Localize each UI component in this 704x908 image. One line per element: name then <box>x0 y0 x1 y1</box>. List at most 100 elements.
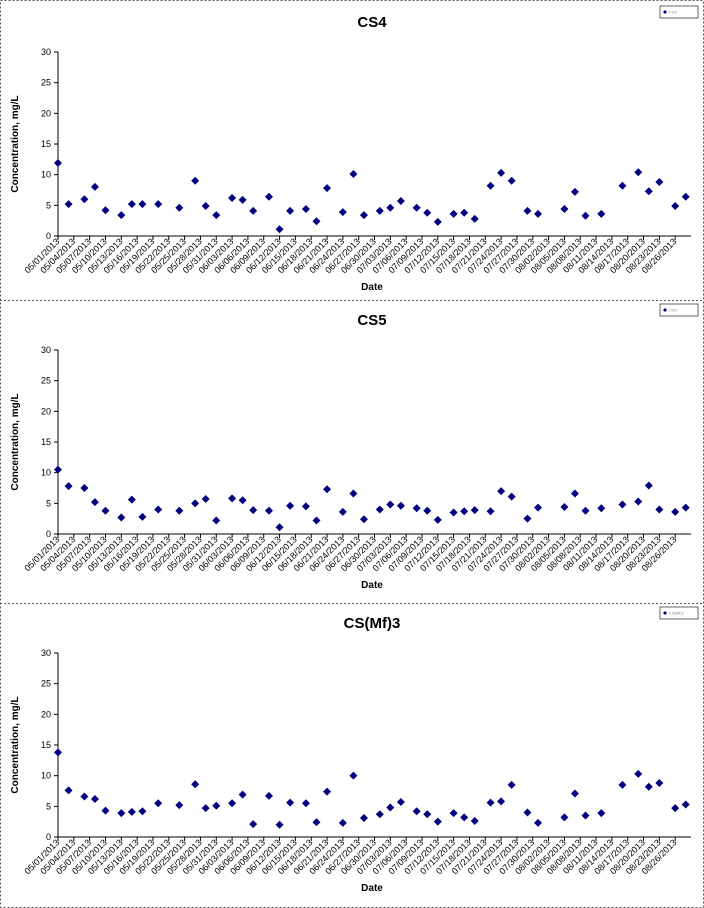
data-point <box>507 780 516 789</box>
data-point <box>523 206 532 215</box>
data-point <box>117 809 126 818</box>
data-point <box>323 787 332 796</box>
data-point <box>338 507 347 516</box>
data-point <box>597 504 606 513</box>
data-point <box>154 505 163 514</box>
data-point <box>507 176 516 185</box>
y-tick-label: 25 <box>41 679 51 689</box>
x-axis-title: Date <box>361 282 383 293</box>
data-point <box>338 818 347 827</box>
data-point <box>201 201 210 210</box>
data-point <box>396 798 405 807</box>
data-point <box>212 801 221 810</box>
data-point <box>644 481 653 490</box>
data-point <box>375 206 384 215</box>
y-tick-label: 10 <box>41 170 51 180</box>
data-point <box>681 503 690 512</box>
data-point <box>396 501 405 510</box>
data-point <box>423 506 432 515</box>
chart-title: CS5 <box>357 312 386 329</box>
data-point <box>175 506 184 515</box>
data-point <box>101 806 110 815</box>
y-tick-label: 30 <box>41 47 51 57</box>
data-point <box>127 807 136 816</box>
data-point <box>228 799 237 808</box>
data-point <box>497 797 506 806</box>
data-point <box>301 799 310 808</box>
data-point <box>286 206 295 215</box>
data-point <box>412 203 421 212</box>
legend-marker <box>663 10 667 14</box>
data-point <box>449 809 458 818</box>
data-point <box>359 813 368 822</box>
data-point <box>80 792 89 801</box>
data-point <box>238 790 247 799</box>
data-point <box>275 820 284 829</box>
data-point <box>312 818 321 827</box>
data-point <box>523 808 532 817</box>
data-point <box>507 492 516 501</box>
data-point <box>412 504 421 513</box>
data-point <box>265 791 273 800</box>
data-point <box>286 798 295 807</box>
data-point <box>80 484 89 492</box>
x-axis-title: Date <box>361 883 383 894</box>
y-tick-label: 15 <box>41 139 51 149</box>
data-point <box>671 507 680 516</box>
y-tick-label: 20 <box>41 406 51 416</box>
data-point <box>90 794 99 803</box>
data-point <box>497 168 506 177</box>
data-point <box>201 804 210 813</box>
data-point <box>581 811 590 820</box>
data-point <box>349 489 358 498</box>
data-point <box>644 187 653 196</box>
data-point <box>154 200 163 209</box>
data-point <box>634 769 643 778</box>
data-point <box>117 513 126 522</box>
data-point <box>338 208 347 217</box>
data-point <box>80 195 89 204</box>
y-tick-label: 0 <box>46 529 51 539</box>
data-point <box>101 206 110 215</box>
data-point <box>412 807 421 816</box>
data-point <box>681 800 690 809</box>
data-point <box>560 813 569 822</box>
legend-marker <box>663 308 667 312</box>
chart-title: CS4 <box>357 14 387 31</box>
data-point <box>265 506 273 515</box>
data-point <box>375 810 384 819</box>
data-point <box>90 498 99 507</box>
data-point <box>634 168 643 177</box>
data-point <box>375 505 384 514</box>
data-point <box>175 203 184 212</box>
data-point <box>671 201 680 210</box>
y-tick-label: 5 <box>46 498 51 508</box>
legend-label: CS4 <box>669 10 678 15</box>
data-point <box>138 512 147 521</box>
data-point <box>523 514 532 523</box>
data-point <box>64 786 73 795</box>
data-point <box>423 208 432 217</box>
data-point <box>597 809 606 818</box>
data-point <box>634 497 643 506</box>
data-point <box>323 184 332 193</box>
data-point <box>101 506 110 515</box>
data-point <box>275 225 284 234</box>
data-point <box>191 780 200 789</box>
data-point <box>249 820 258 829</box>
data-point <box>618 500 627 509</box>
data-point <box>127 495 136 504</box>
data-point <box>449 209 458 218</box>
data-point <box>138 200 147 209</box>
data-point <box>534 818 543 827</box>
y-tick-label: 30 <box>41 648 51 658</box>
data-point <box>238 496 247 505</box>
data-point <box>275 523 284 532</box>
data-point <box>433 515 442 524</box>
data-point <box>560 205 569 214</box>
y-tick-label: 15 <box>41 437 51 447</box>
data-point <box>90 182 99 191</box>
data-point <box>154 799 163 808</box>
